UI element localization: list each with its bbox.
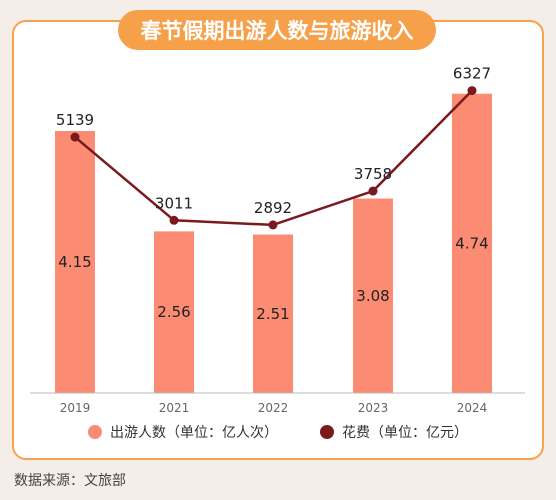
- legend-item-visitors: 出游人数（单位：亿人次）: [88, 422, 278, 442]
- legend: 出游人数（单位：亿人次） 花费（单位：亿元）: [0, 420, 556, 444]
- line-label-2024: 6327: [453, 65, 491, 83]
- line-point-2023: [368, 186, 378, 196]
- bar-label-2023: 3.08: [356, 287, 389, 305]
- x-tick-2021: 2021: [159, 401, 190, 415]
- bar-label-2024: 4.74: [455, 234, 488, 252]
- data-source: 数据来源：文旅部: [14, 473, 126, 489]
- line-label-2022: 2892: [254, 199, 292, 217]
- line-point-2022: [268, 220, 278, 230]
- x-tick-2019: 2019: [60, 401, 91, 415]
- legend-swatch-spending: [320, 425, 334, 439]
- chart-title: 春节假期出游人数与旅游收入: [118, 10, 436, 50]
- line-point-2019: [70, 132, 80, 142]
- line-label-2021: 3011: [155, 194, 193, 212]
- line-label-2023: 3758: [354, 165, 392, 183]
- bar-label-2022: 2.51: [256, 305, 289, 323]
- line-point-2021: [169, 215, 179, 225]
- bar-2019: [55, 131, 95, 393]
- legend-swatch-visitors: [88, 425, 102, 439]
- x-tick-2024: 2024: [457, 401, 488, 415]
- bar-2022: [253, 234, 293, 393]
- legend-item-spending: 花费（单位：亿元）: [320, 422, 468, 442]
- bar-2023: [353, 198, 393, 393]
- line-label-2019: 5139: [56, 111, 94, 129]
- line-point-2024: [467, 86, 477, 96]
- x-tick-2022: 2022: [258, 401, 289, 415]
- bar-label-2021: 2.56: [157, 303, 190, 321]
- bar-2021: [154, 231, 194, 393]
- bar-label-2019: 4.15: [58, 253, 91, 271]
- bar-2024: [452, 93, 492, 394]
- legend-label-visitors: 出游人数（单位：亿人次）: [110, 425, 278, 441]
- x-tick-2023: 2023: [358, 401, 389, 415]
- legend-label-spending: 花费（单位：亿元）: [342, 425, 468, 441]
